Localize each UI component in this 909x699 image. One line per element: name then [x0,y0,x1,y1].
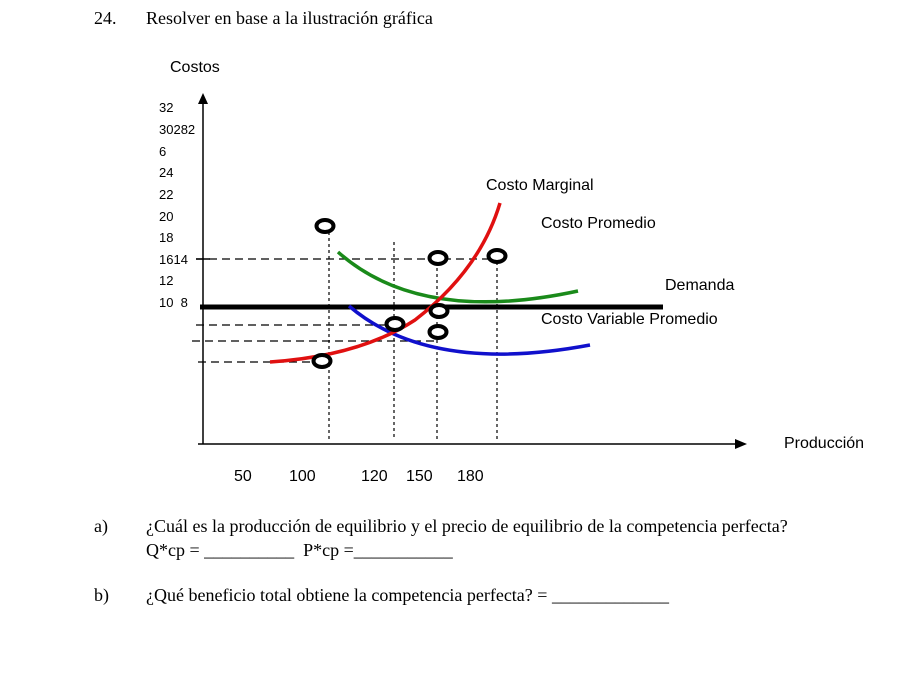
question-a-answer-line: Q*cp = __________ P*cp =___________ [146,540,453,560]
x-axis-arrow [735,439,747,449]
y-tick-label: 20 [159,209,174,224]
marker-point [311,353,333,369]
demand-label: Demanda [665,277,735,294]
x-tick-label: 100 [289,468,316,485]
point-markers [311,218,508,369]
y-tick-label: 30282 [159,122,196,137]
y-tick-label: 32 [159,100,174,115]
x-tick-label: 50 [234,468,252,485]
y-tick-label: 22 [159,187,174,202]
marker-point [427,324,449,340]
avg-variable-cost-label: Costo Variable Promedio [541,311,718,328]
x-axis-title: Producción [784,435,865,452]
question-b-text: ¿Qué beneficio total obtiene la competen… [146,585,669,605]
x-tick-label: 120 [361,468,388,485]
y-axis-title: Costos [170,59,220,76]
y-axis-arrow [198,93,208,104]
x-tick-label: 150 [406,468,433,485]
problem-instruction: Resolver en base a la ilustración gráfic… [146,8,433,28]
marker-point [486,248,508,264]
y-tick-label: 24 [159,165,174,180]
question-b-letter: b) [94,585,109,605]
y-tick-label: 12 [159,273,174,288]
marker-point [384,316,406,332]
avg-variable-cost-curve [347,304,591,356]
horizontal-guides [192,258,500,363]
avg-cost-label: Costo Promedio [541,215,656,232]
marker-point [428,303,450,319]
marker-point [427,250,449,266]
problem-number: 24. [94,8,117,28]
y-tick-label: 18 [159,230,174,245]
x-tick-label: 180 [457,468,484,485]
marginal-cost-label: Costo Marginal [486,177,594,194]
y-tick-label: 6 [159,144,167,159]
y-tick-label: 10 8 [159,295,188,310]
y-tick-label: 1614 [159,252,188,267]
question-a-text: ¿Cuál es la producción de equilibrio y e… [146,516,788,536]
question-a-letter: a) [94,516,108,536]
vertical-guides [328,226,498,440]
axes [196,93,747,449]
marker-point [314,218,336,234]
